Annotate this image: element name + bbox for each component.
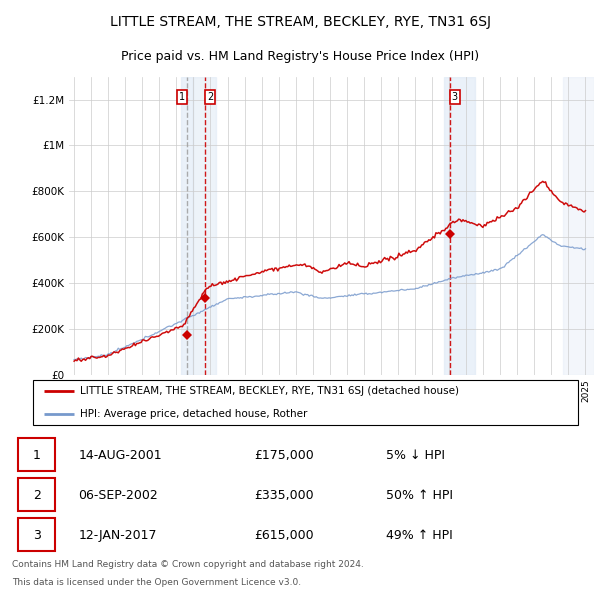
Text: 3: 3 — [33, 529, 41, 542]
Text: LITTLE STREAM, THE STREAM, BECKLEY, RYE, TN31 6SJ (detached house): LITTLE STREAM, THE STREAM, BECKLEY, RYE,… — [80, 386, 458, 396]
Text: 2: 2 — [207, 92, 213, 102]
Text: 3: 3 — [452, 92, 458, 102]
Text: LITTLE STREAM, THE STREAM, BECKLEY, RYE, TN31 6SJ: LITTLE STREAM, THE STREAM, BECKLEY, RYE,… — [110, 15, 491, 30]
Text: 5% ↓ HPI: 5% ↓ HPI — [386, 449, 445, 462]
Bar — [193, 77, 215, 375]
FancyBboxPatch shape — [18, 519, 55, 551]
Text: 50% ↑ HPI: 50% ↑ HPI — [386, 489, 454, 502]
Text: £175,000: £175,000 — [254, 449, 314, 462]
Text: HPI: Average price, detached house, Rother: HPI: Average price, detached house, Roth… — [80, 409, 307, 419]
Text: 1: 1 — [33, 449, 41, 462]
Bar — [563, 77, 594, 375]
Bar — [181, 77, 193, 375]
Text: This data is licensed under the Open Government Licence v3.0.: This data is licensed under the Open Gov… — [12, 578, 301, 586]
Text: Contains HM Land Registry data © Crown copyright and database right 2024.: Contains HM Land Registry data © Crown c… — [12, 560, 364, 569]
FancyBboxPatch shape — [33, 380, 578, 425]
Text: 1: 1 — [179, 92, 185, 102]
Text: 14-AUG-2001: 14-AUG-2001 — [78, 449, 162, 462]
FancyBboxPatch shape — [18, 438, 55, 471]
Text: 49% ↑ HPI: 49% ↑ HPI — [386, 529, 453, 542]
Text: Price paid vs. HM Land Registry's House Price Index (HPI): Price paid vs. HM Land Registry's House … — [121, 50, 479, 63]
Text: 06-SEP-2002: 06-SEP-2002 — [78, 489, 158, 502]
FancyBboxPatch shape — [18, 478, 55, 511]
Bar — [444, 77, 475, 375]
Text: 12-JAN-2017: 12-JAN-2017 — [78, 529, 157, 542]
Text: £335,000: £335,000 — [254, 489, 314, 502]
Text: 2: 2 — [33, 489, 41, 502]
Text: £615,000: £615,000 — [254, 529, 314, 542]
